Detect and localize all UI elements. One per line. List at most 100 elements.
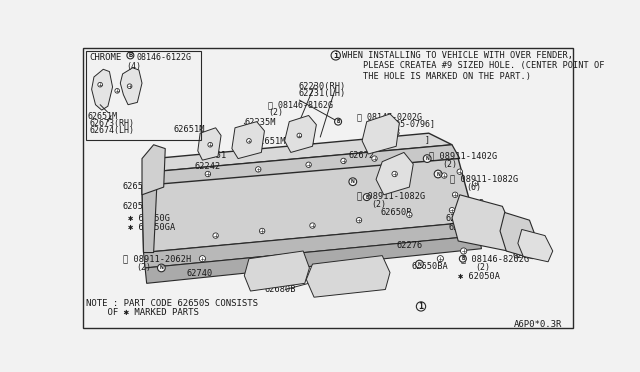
Polygon shape: [198, 128, 221, 160]
Circle shape: [127, 52, 134, 59]
Text: i: i: [333, 51, 339, 60]
Polygon shape: [145, 235, 481, 283]
Text: WHEN INSTALLING TO VEHICLE WITH OVER FENDER,
    PLEASE CREATEA #9 SIZED HOLE. (: WHEN INSTALLING TO VEHICLE WITH OVER FEN…: [342, 51, 604, 81]
Circle shape: [208, 142, 212, 147]
Text: (2): (2): [136, 263, 151, 272]
Text: 62651M: 62651M: [88, 112, 118, 121]
Circle shape: [392, 171, 397, 177]
Circle shape: [259, 228, 265, 234]
Circle shape: [255, 167, 261, 172]
Text: 62740: 62740: [187, 269, 213, 279]
Circle shape: [364, 194, 370, 201]
Circle shape: [115, 89, 120, 93]
Circle shape: [457, 169, 463, 174]
Text: 62651: 62651: [200, 151, 227, 160]
Circle shape: [340, 158, 346, 164]
Circle shape: [460, 255, 467, 262]
Text: 62680B: 62680B: [264, 285, 296, 294]
Text: 62651M: 62651M: [173, 125, 205, 135]
Text: 62242: 62242: [195, 162, 221, 171]
Text: N: N: [426, 156, 429, 161]
Circle shape: [434, 170, 442, 178]
Text: (4): (4): [127, 62, 141, 71]
Text: (2): (2): [371, 200, 387, 209]
Circle shape: [452, 192, 458, 198]
Polygon shape: [376, 153, 413, 195]
Text: N: N: [351, 179, 355, 184]
Circle shape: [417, 302, 426, 311]
Polygon shape: [285, 115, 316, 153]
Text: A6P0*0.3R: A6P0*0.3R: [514, 320, 563, 329]
Text: 62651N: 62651N: [499, 231, 530, 240]
Text: Ⓑ 08147-0202G: Ⓑ 08147-0202G: [358, 112, 422, 121]
Text: N: N: [417, 262, 421, 267]
Text: 62231(LH): 62231(LH): [298, 89, 346, 98]
Text: 62671: 62671: [289, 137, 316, 146]
Polygon shape: [518, 230, 553, 262]
Circle shape: [246, 139, 252, 143]
Text: Ⓝ 08911-2062H: Ⓝ 08911-2062H: [123, 254, 191, 263]
Text: (2): (2): [443, 160, 458, 169]
Text: B: B: [128, 52, 132, 58]
Circle shape: [406, 212, 412, 218]
Text: NOTE : PART CODE 62650S CONSISTS: NOTE : PART CODE 62650S CONSISTS: [86, 299, 258, 308]
Polygon shape: [232, 122, 264, 158]
Text: B: B: [337, 119, 340, 124]
Polygon shape: [143, 222, 479, 268]
Circle shape: [372, 156, 377, 161]
Circle shape: [335, 118, 342, 125]
Text: 62650BB: 62650BB: [365, 128, 400, 137]
Polygon shape: [142, 158, 157, 253]
Circle shape: [423, 155, 431, 163]
Polygon shape: [154, 133, 452, 172]
Text: CHROME: CHROME: [90, 53, 122, 62]
Text: Ⓑ 08146-8162G: Ⓑ 08146-8162G: [268, 100, 333, 109]
Text: 62672: 62672: [348, 151, 374, 160]
Text: 62230(RH): 62230(RH): [298, 81, 346, 91]
Text: ✱ 62050G: ✱ 62050G: [128, 214, 170, 223]
Text: 08146-6122G: 08146-6122G: [136, 53, 191, 62]
Text: 1: 1: [419, 302, 424, 311]
Circle shape: [310, 223, 316, 228]
Text: (2): (2): [268, 108, 284, 117]
Circle shape: [417, 261, 422, 267]
Text: 62042B: 62042B: [513, 251, 544, 260]
Text: 62050E: 62050E: [123, 202, 154, 212]
Text: 62650BA: 62650BA: [448, 223, 485, 232]
Polygon shape: [154, 145, 460, 186]
Circle shape: [306, 162, 311, 167]
Text: Ⓝ 08911-1082G: Ⓝ 08911-1082G: [358, 191, 426, 200]
Circle shape: [297, 133, 301, 138]
Text: 62650S: 62650S: [123, 182, 154, 191]
Polygon shape: [142, 145, 165, 195]
Circle shape: [442, 173, 447, 178]
Text: B: B: [365, 195, 369, 200]
Text: OF ✱ MARKED PARTS: OF ✱ MARKED PARTS: [86, 308, 199, 317]
Text: ✱ 62050A: ✱ 62050A: [458, 272, 500, 281]
Polygon shape: [452, 195, 513, 251]
Circle shape: [472, 180, 478, 186]
Circle shape: [199, 256, 205, 262]
Text: 62673(RH): 62673(RH): [90, 119, 134, 128]
Text: ✱ 62050GA: ✱ 62050GA: [128, 223, 175, 232]
Polygon shape: [142, 158, 476, 253]
Text: (6): (6): [466, 183, 481, 192]
Circle shape: [356, 218, 362, 223]
Circle shape: [98, 82, 102, 87]
Polygon shape: [92, 69, 113, 110]
Polygon shape: [244, 251, 309, 291]
Text: 62651M: 62651M: [254, 137, 286, 146]
Polygon shape: [307, 256, 390, 297]
Circle shape: [415, 260, 423, 268]
Text: B: B: [461, 256, 465, 261]
Circle shape: [437, 256, 444, 262]
Circle shape: [205, 171, 211, 177]
Text: (2): (2): [476, 263, 490, 272]
Circle shape: [157, 264, 165, 272]
Text: 62276: 62276: [396, 241, 422, 250]
Circle shape: [213, 233, 218, 238]
Polygon shape: [362, 114, 399, 154]
Circle shape: [449, 208, 454, 213]
Text: 62674(LH): 62674(LH): [90, 126, 134, 135]
Text: (2)[1095-0796]: (2)[1095-0796]: [365, 120, 435, 129]
